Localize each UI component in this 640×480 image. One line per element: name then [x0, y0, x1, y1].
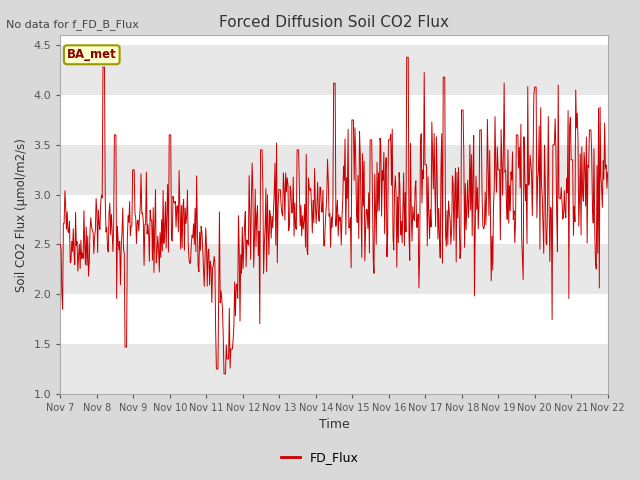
Legend: FD_Flux: FD_Flux [276, 446, 364, 469]
Text: No data for f_FD_B_Flux: No data for f_FD_B_Flux [6, 19, 140, 30]
Bar [60, 145, 608, 195]
Bar [60, 195, 608, 244]
Title: Forced Diffusion Soil CO2 Flux: Forced Diffusion Soil CO2 Flux [219, 15, 449, 30]
Bar [60, 45, 608, 95]
Bar [60, 95, 608, 145]
Bar [60, 294, 608, 344]
Y-axis label: Soil CO2 Flux (μmol/m2/s): Soil CO2 Flux (μmol/m2/s) [15, 138, 28, 291]
Bar [60, 244, 608, 294]
Text: BA_met: BA_met [67, 48, 116, 61]
X-axis label: Time: Time [319, 419, 349, 432]
Bar [60, 344, 608, 394]
